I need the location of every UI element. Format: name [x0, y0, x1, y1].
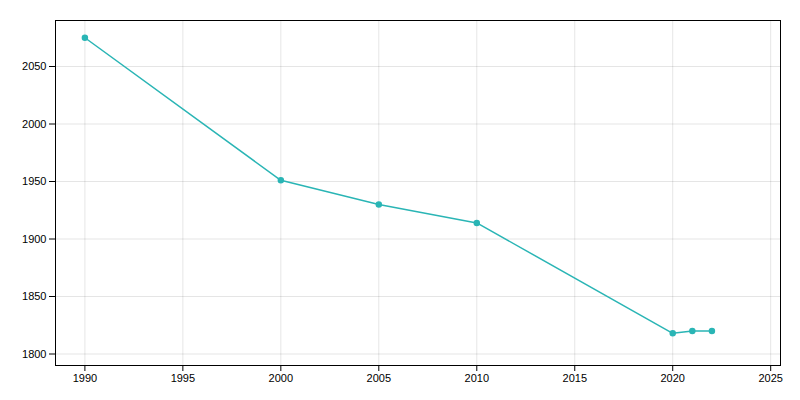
- svg-text:2000: 2000: [269, 372, 293, 384]
- svg-text:2015: 2015: [563, 372, 587, 384]
- svg-text:1995: 1995: [171, 372, 195, 384]
- svg-text:1950: 1950: [22, 175, 46, 187]
- svg-text:2050: 2050: [22, 60, 46, 72]
- svg-text:1850: 1850: [22, 290, 46, 302]
- svg-text:1800: 1800: [22, 348, 46, 360]
- svg-text:2005: 2005: [367, 372, 391, 384]
- svg-text:1990: 1990: [73, 372, 97, 384]
- svg-text:2010: 2010: [465, 372, 489, 384]
- svg-text:2025: 2025: [758, 372, 782, 384]
- svg-text:2000: 2000: [22, 118, 46, 130]
- svg-text:1900: 1900: [22, 233, 46, 245]
- svg-text:2020: 2020: [660, 372, 684, 384]
